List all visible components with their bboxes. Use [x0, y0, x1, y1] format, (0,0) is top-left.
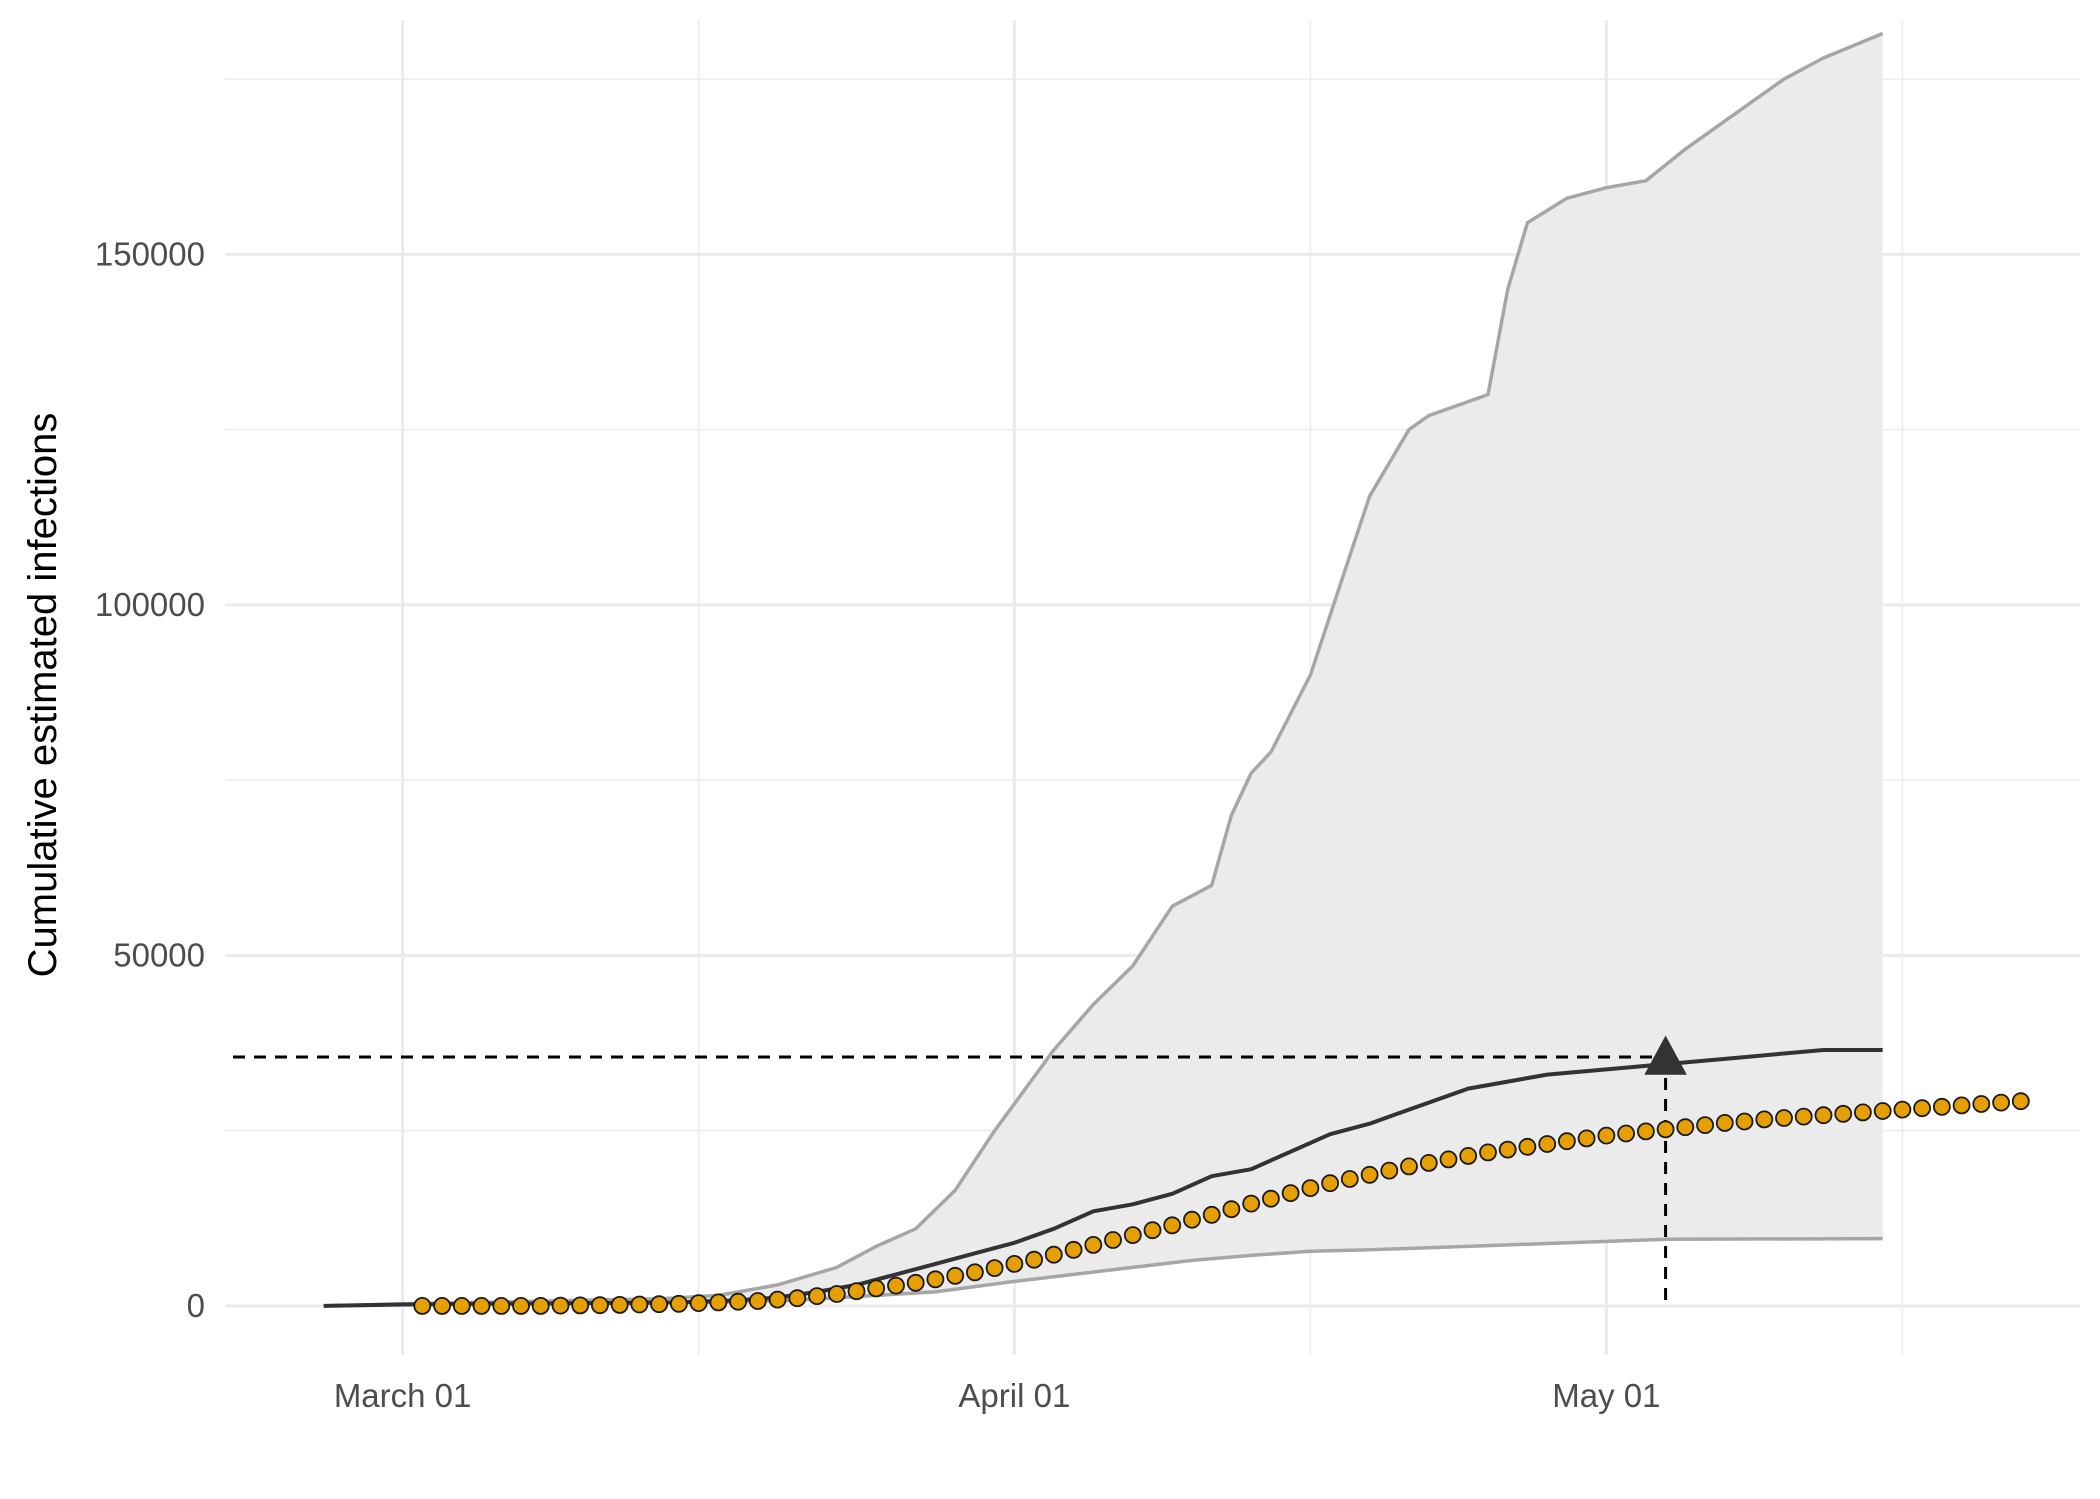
x-axis-tick-labels: March 01 April 01 May 01: [334, 1377, 1661, 1414]
observed-point: [887, 1276, 905, 1295]
observed-point: [1222, 1200, 1241, 1219]
observed-point: [946, 1266, 965, 1285]
observed-point: [1123, 1226, 1142, 1244]
uncertainty-band: [323, 33, 1883, 1306]
observed-point: [1814, 1106, 1833, 1125]
observed-point: [847, 1282, 866, 1301]
observed-point: [1360, 1165, 1379, 1184]
observed-point: [1262, 1189, 1280, 1208]
observed-point: [1854, 1103, 1872, 1122]
observed-point: [906, 1273, 925, 1292]
observed-point: [1439, 1150, 1458, 1169]
observed-point: [1498, 1140, 1517, 1159]
observed-point: [1715, 1114, 1734, 1132]
observed-point: [1933, 1097, 1951, 1116]
observed-point: [1952, 1096, 1971, 1115]
observed-point: [1321, 1174, 1339, 1193]
observed-point: [492, 1297, 511, 1315]
observed-point: [531, 1297, 550, 1315]
observed-point: [1637, 1122, 1655, 1141]
observed-point: [1794, 1107, 1813, 1126]
observed-point: [551, 1296, 570, 1315]
observed-point: [1301, 1179, 1320, 1197]
observed-point: [1834, 1104, 1853, 1123]
observed-point: [1577, 1129, 1596, 1148]
observed-point: [512, 1297, 530, 1315]
reference-triangle-marker: [1644, 1035, 1687, 1075]
y-tick-label: 150000: [95, 235, 205, 272]
x-tick-label: April 01: [958, 1377, 1070, 1414]
observed-point: [1025, 1250, 1043, 1269]
observed-point: [1419, 1154, 1438, 1172]
observed-point: [650, 1295, 668, 1314]
observed-point: [748, 1292, 767, 1310]
observed-point: [1202, 1205, 1221, 1224]
observed-point: [1281, 1184, 1300, 1202]
observed-point: [689, 1294, 708, 1312]
observed-point: [1183, 1210, 1201, 1229]
observed-point: [1340, 1170, 1359, 1188]
observed-point: [1775, 1109, 1793, 1127]
observed-point: [1400, 1157, 1418, 1176]
y-axis-title: Cumulative estimated infections: [21, 413, 65, 978]
observed-point: [1992, 1093, 2010, 1112]
observed-point: [867, 1279, 886, 1298]
observed-point: [472, 1297, 491, 1315]
observed-point: [1676, 1118, 1695, 1137]
observed-point: [1044, 1245, 1063, 1264]
observed-point: [1459, 1147, 1478, 1165]
observed-point: [1242, 1194, 1261, 1213]
observed-point: [1735, 1112, 1754, 1131]
observed-point: [1972, 1095, 1991, 1113]
observed-point: [452, 1297, 471, 1315]
x-tick-label: March 01: [334, 1377, 472, 1414]
observed-point: [1064, 1240, 1083, 1259]
observed-point: [1558, 1132, 1576, 1151]
observed-point: [1913, 1099, 1931, 1118]
observed-point: [1696, 1116, 1714, 1134]
observed-point: [630, 1295, 649, 1314]
observed-point: [1893, 1100, 1912, 1119]
observed-point: [926, 1270, 945, 1289]
observed-point: [788, 1289, 807, 1308]
observed-points: [413, 1092, 2030, 1315]
observed-point: [1755, 1110, 1774, 1129]
uncertainty-band-upper-edge: [323, 31, 1884, 1308]
observed-point: [1538, 1135, 1557, 1153]
observed-point: [413, 1297, 432, 1315]
observed-point: [1143, 1221, 1162, 1240]
observed-point: [1163, 1216, 1182, 1235]
observed-point: [709, 1293, 728, 1312]
observed-point: [1380, 1161, 1399, 1180]
observed-point: [808, 1287, 826, 1305]
y-tick-label: 50000: [113, 936, 205, 973]
observed-point: [729, 1292, 747, 1311]
observed-point: [610, 1296, 629, 1314]
x-tick-label: May 01: [1552, 1377, 1660, 1414]
observed-point: [1518, 1137, 1537, 1156]
observed-point: [985, 1259, 1004, 1277]
y-tick-label: 100000: [95, 586, 205, 623]
observed-point: [1005, 1255, 1024, 1273]
observed-point: [1084, 1236, 1103, 1254]
observed-point: [571, 1296, 590, 1315]
y-tick-label: 0: [187, 1287, 205, 1324]
observed-point: [966, 1263, 984, 1282]
observed-point: [1617, 1124, 1635, 1143]
observed-point: [591, 1296, 609, 1315]
observed-point: [670, 1294, 688, 1313]
observed-point: [1104, 1231, 1122, 1249]
observed-point: [2011, 1092, 2030, 1111]
observed-point: [1597, 1126, 1616, 1145]
observed-point: [433, 1297, 452, 1315]
y-axis-tick-labels: 0 50000 100000 150000: [95, 235, 205, 1324]
observed-point: [768, 1290, 787, 1309]
observed-point: [1479, 1143, 1497, 1162]
observed-point: [827, 1285, 846, 1303]
observed-point: [1873, 1102, 1892, 1120]
observed-point: [1656, 1120, 1675, 1139]
